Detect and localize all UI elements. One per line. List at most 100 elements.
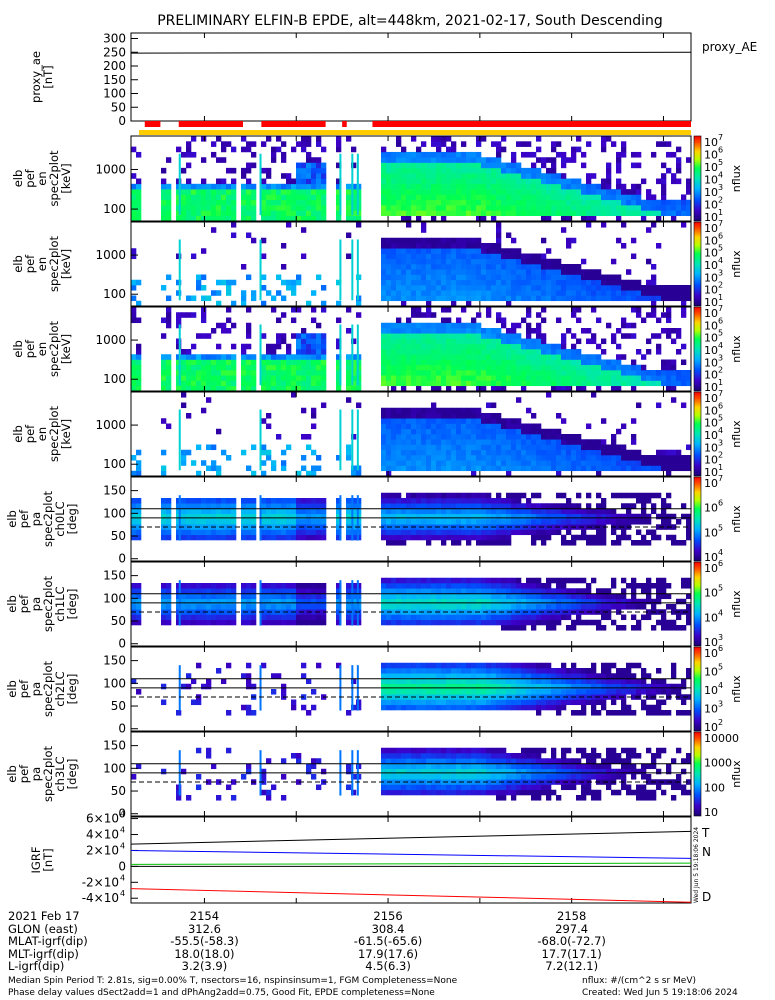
proxy_ae-legend: proxy_AE <box>702 40 757 54</box>
pa-ch1-cell <box>286 583 292 589</box>
spec-energy-3-cell <box>451 370 457 376</box>
spec-energy-4-cell <box>476 460 482 466</box>
spec-energy-1-cell <box>316 162 322 169</box>
pa-ch1-cell <box>411 604 417 610</box>
spec-energy-3-cell <box>211 370 217 376</box>
pa-ch1-cell <box>306 588 312 594</box>
spec-energy-3-cell <box>251 364 257 371</box>
pa-ch0-cell <box>541 529 547 536</box>
spec-energy-2-cell <box>566 279 572 286</box>
spec-energy-3-cell <box>446 307 452 313</box>
pa-ch1-cell <box>346 604 352 610</box>
spec-energy-3-cell <box>421 370 427 376</box>
spec-energy-2-cell <box>411 295 417 302</box>
spec-energy-2-cell <box>446 253 452 260</box>
spec-energy-3-cell <box>441 317 447 324</box>
spec-energy-1-cell <box>496 205 502 211</box>
spec-energy-3-cell <box>536 322 542 329</box>
spec-energy-2-zlabel-exp: 1 <box>718 293 723 302</box>
spec-energy-3-cell <box>466 359 472 366</box>
spec-energy-3-cell <box>386 322 392 329</box>
spec-energy-1-cell <box>546 157 552 163</box>
spec-energy-2-cell <box>411 253 417 260</box>
spec-energy-4-cell <box>396 418 402 424</box>
spec-energy-1-cell <box>566 210 572 216</box>
spec-energy-4-cell <box>471 444 477 451</box>
spec-energy-2-cell <box>491 279 497 286</box>
spec-energy-1-cell <box>431 167 437 174</box>
spec-energy-4-cell <box>556 465 562 472</box>
pa-ch1-cell <box>441 604 447 610</box>
pa-ch1-cell <box>191 619 197 626</box>
spec-energy-4-cell <box>571 460 577 466</box>
spec-energy-2-cell <box>401 300 407 307</box>
spec-energy-1-cell <box>541 205 547 211</box>
spec-energy-4-cell <box>606 449 612 456</box>
spec-energy-1-cell <box>431 183 437 190</box>
spec-energy-1-cell <box>681 210 687 216</box>
spec-energy-1-cell <box>516 162 522 169</box>
spec-energy-1-cell <box>611 205 617 211</box>
spec-energy-2-cell <box>476 295 482 302</box>
spec-energy-1-cell <box>411 189 417 195</box>
spec-energy-2-cell <box>676 285 682 291</box>
spec-energy-2-cell <box>441 264 447 270</box>
spec-energy-3-cell <box>221 322 227 329</box>
spec-energy-3-cell <box>446 380 452 387</box>
spec-energy-2-cell <box>476 253 482 260</box>
spec-energy-4-cell <box>481 449 487 456</box>
spec-energy-3-cell <box>281 375 287 381</box>
spec-energy-4-cell <box>511 418 517 424</box>
spec-energy-1-cell <box>336 215 342 222</box>
spec-energy-1-cell <box>281 183 287 190</box>
spec-energy-2-spike <box>259 239 262 301</box>
spec-energy-3-cell <box>491 354 497 360</box>
spec-energy-1-cell <box>301 210 307 216</box>
spec-energy-4-cell <box>416 434 422 440</box>
pa-ch1-cell <box>291 593 297 600</box>
pa-ch0-cell <box>486 503 492 509</box>
pa-ch1-cell <box>541 619 547 626</box>
pa-ch0-cell <box>136 513 142 520</box>
spec-energy-3-cell <box>186 385 192 392</box>
spec-energy-1-cell <box>546 178 552 185</box>
pa-ch0-cell <box>511 529 517 536</box>
pa-ch0-cell <box>336 534 342 541</box>
pa-ch1-cell <box>546 598 552 605</box>
spec-energy-1-cell <box>386 183 392 190</box>
spec-energy-1-cell <box>166 205 172 211</box>
spec-energy-4-cell <box>466 460 472 466</box>
spec-energy-3-cell <box>661 364 667 371</box>
spec-energy-1-cell <box>451 183 457 190</box>
pa-ch0-cell <box>161 529 167 536</box>
spec-energy-3-cell <box>506 338 512 345</box>
spec-energy-3-cell <box>311 307 317 313</box>
spec-energy-3-cell <box>131 380 137 387</box>
pa-ch1-cell <box>306 593 312 600</box>
pa-ch1-cell <box>306 619 312 626</box>
pa-ch0-cell <box>436 534 442 541</box>
spec-energy-3-cell <box>306 375 312 381</box>
spec-energy-2-cell <box>176 279 182 286</box>
spec-energy-2-cell <box>541 290 547 296</box>
spec-energy-4-cell <box>546 455 552 461</box>
spec-energy-3-cell <box>421 343 427 350</box>
pa-ch1-cell <box>536 583 542 589</box>
spec-energy-1-cell <box>311 173 317 179</box>
spec-energy-4-cell <box>136 449 142 456</box>
spec-energy-2-cell <box>541 295 547 302</box>
spec-energy-3-cell <box>636 380 642 387</box>
pa-ch0-cell <box>461 529 467 536</box>
spec-energy-3-cell <box>571 375 577 381</box>
spec-energy-3-cell <box>276 317 282 324</box>
spec-energy-3-cell <box>581 385 587 392</box>
spec-energy-1-cell <box>661 162 667 169</box>
spec-energy-3-cell <box>616 364 622 371</box>
spec-energy-4-cell <box>476 428 482 435</box>
spec-energy-2-cell <box>521 264 527 270</box>
spec-energy-2-cell <box>416 269 422 275</box>
pa-ch0-cell <box>211 513 217 520</box>
pa-ch0-cell <box>271 498 277 504</box>
spec-energy-3-cell <box>581 359 587 366</box>
spec-energy-1-cell <box>441 136 447 142</box>
